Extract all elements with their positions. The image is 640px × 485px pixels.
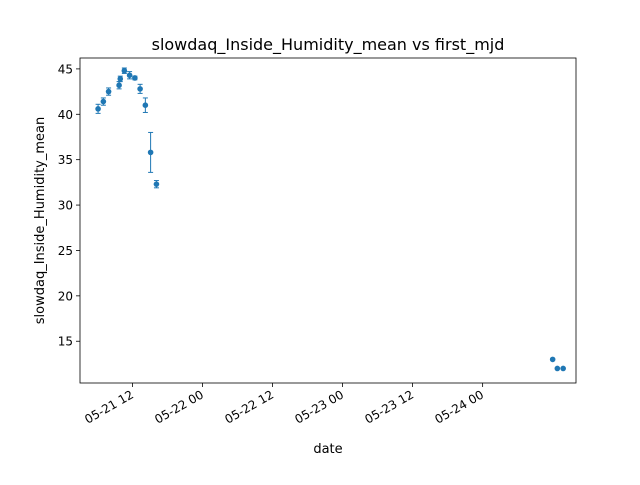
x-axis-label: date [313,442,342,457]
y-tick-label: 40 [58,108,73,122]
data-point [105,88,112,95]
axes-frame [79,57,577,384]
y-tick-label: 15 [58,335,73,349]
data-point [100,98,107,105]
data-point [137,86,143,92]
y-tick-label: 25 [58,244,73,258]
data-point [153,181,160,187]
data-point [117,76,124,82]
y-axis-label: slowdaq_Inside_Humidity_mean [33,117,48,324]
data-point [132,75,138,81]
data-point [95,106,101,112]
data-point [549,356,556,363]
y-tick-label: 35 [58,153,73,167]
data-point [560,365,566,372]
data-point [116,82,122,89]
data-point [126,72,133,79]
y-tick-label: 20 [58,289,73,303]
data-point [142,102,149,109]
chart-title: slowdaq_Inside_Humidity_mean vs first_mj… [152,35,505,55]
data-point [121,67,128,74]
y-tick-label: 45 [58,62,73,76]
y-tick-label: 30 [58,199,73,213]
data-point [147,149,154,156]
data-point [554,365,561,372]
